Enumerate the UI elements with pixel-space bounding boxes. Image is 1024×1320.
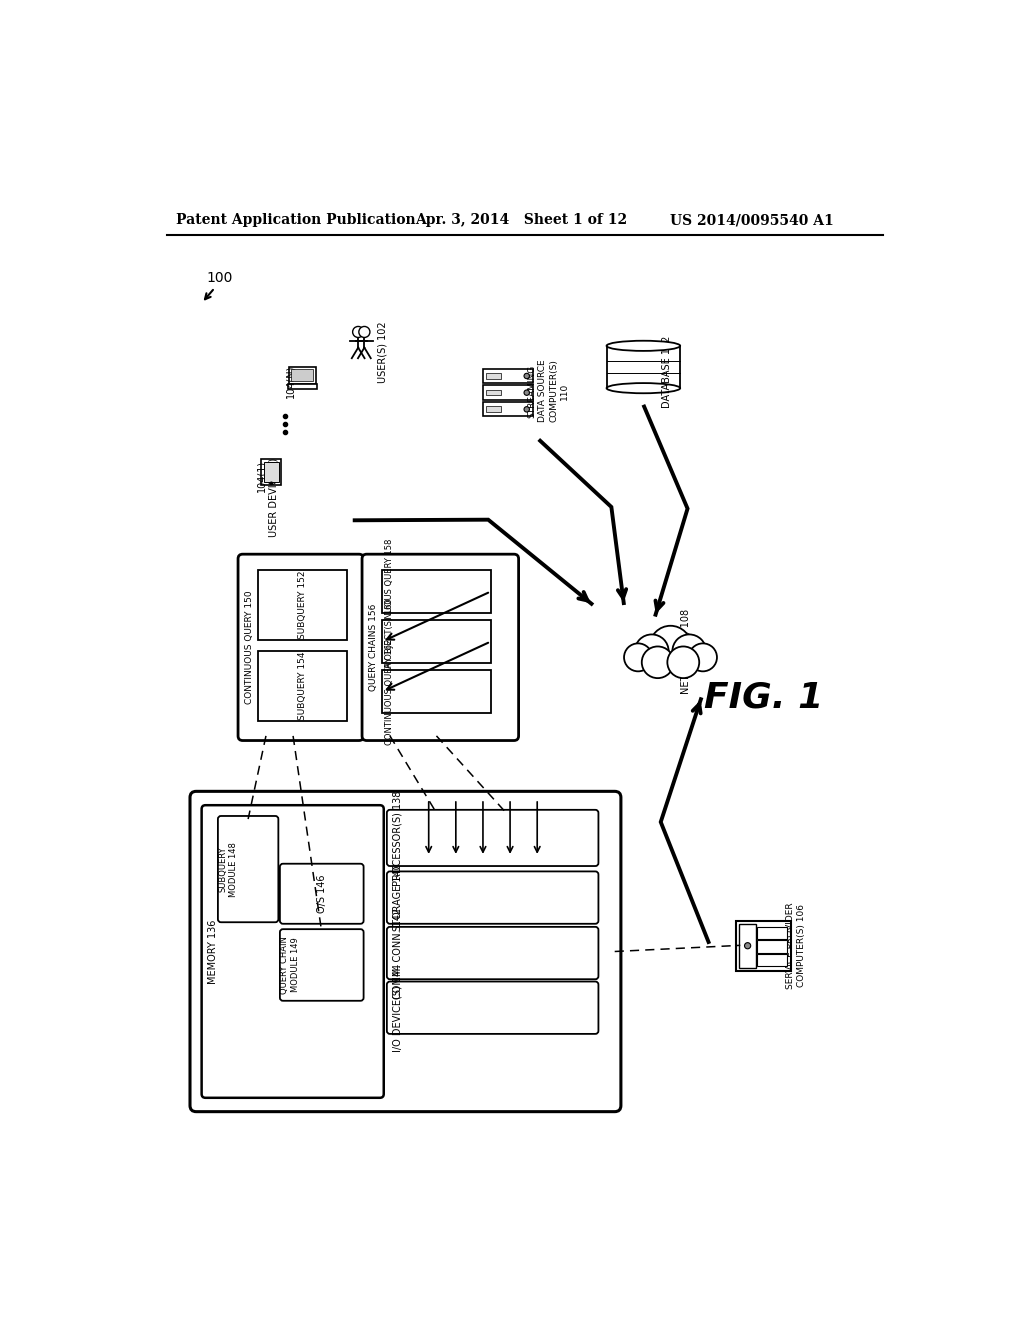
FancyBboxPatch shape bbox=[280, 929, 364, 1001]
Text: SERVICE PROVIDER
COMPUTER(S) 106: SERVICE PROVIDER COMPUTER(S) 106 bbox=[786, 902, 806, 989]
Circle shape bbox=[673, 635, 707, 668]
Text: PROCESSOR(S) 138: PROCESSOR(S) 138 bbox=[392, 791, 402, 886]
Text: QUERY CHAINS 156: QUERY CHAINS 156 bbox=[370, 603, 378, 692]
FancyBboxPatch shape bbox=[387, 810, 598, 866]
Circle shape bbox=[352, 326, 364, 338]
Bar bbox=[757, 954, 786, 966]
Bar bbox=[485, 407, 501, 412]
Text: Apr. 3, 2014   Sheet 1 of 12: Apr. 3, 2014 Sheet 1 of 12 bbox=[415, 213, 627, 227]
FancyBboxPatch shape bbox=[387, 871, 598, 924]
Text: 100: 100 bbox=[206, 271, 232, 285]
Circle shape bbox=[635, 635, 669, 668]
Bar bbox=[263, 462, 280, 482]
Text: QUERY CHAIN
MODULE 149: QUERY CHAIN MODULE 149 bbox=[281, 936, 300, 994]
Bar bbox=[739, 924, 756, 968]
Text: US 2014/0095540 A1: US 2014/0095540 A1 bbox=[671, 213, 835, 227]
Circle shape bbox=[624, 643, 652, 672]
Text: USER DEVICE(S): USER DEVICE(S) bbox=[268, 458, 279, 537]
Ellipse shape bbox=[606, 341, 680, 351]
FancyBboxPatch shape bbox=[202, 805, 384, 1098]
Bar bbox=[757, 927, 786, 939]
Text: COMM. CONN. 142: COMM. CONN. 142 bbox=[392, 907, 402, 999]
Circle shape bbox=[668, 647, 699, 678]
Circle shape bbox=[358, 326, 370, 338]
Circle shape bbox=[642, 647, 674, 678]
Bar bbox=[292, 370, 313, 381]
Bar bbox=[606, 346, 680, 388]
Bar bbox=[258, 570, 347, 640]
Bar bbox=[482, 368, 532, 383]
Text: SUBQUERY
MODULE 148: SUBQUERY MODULE 148 bbox=[218, 842, 238, 896]
Bar bbox=[382, 620, 490, 663]
Text: Patent Application Publication: Patent Application Publication bbox=[176, 213, 416, 227]
Bar bbox=[757, 940, 786, 953]
FancyBboxPatch shape bbox=[387, 927, 598, 979]
Bar bbox=[482, 403, 532, 416]
Circle shape bbox=[524, 407, 529, 412]
Text: O/S 146: O/S 146 bbox=[316, 875, 327, 913]
Bar bbox=[258, 651, 347, 721]
Ellipse shape bbox=[606, 383, 680, 393]
Circle shape bbox=[744, 942, 751, 949]
Text: FIG. 1: FIG. 1 bbox=[703, 680, 823, 714]
Text: I/O DEVICE(S) 144: I/O DEVICE(S) 144 bbox=[392, 964, 402, 1052]
Circle shape bbox=[689, 643, 717, 672]
FancyBboxPatch shape bbox=[280, 863, 364, 924]
Text: CONTINUOUS QUERY 162: CONTINUOUS QUERY 162 bbox=[385, 639, 394, 744]
Text: 104(N): 104(N) bbox=[286, 366, 296, 399]
Bar bbox=[382, 570, 490, 612]
Bar bbox=[289, 367, 315, 384]
Bar bbox=[736, 921, 791, 970]
Text: USER(S) 102: USER(S) 102 bbox=[377, 322, 387, 383]
Text: SUBQUERY 154: SUBQUERY 154 bbox=[298, 652, 307, 721]
Text: CONTINUOUS QUERY 150: CONTINUOUS QUERY 150 bbox=[245, 590, 254, 704]
Text: NETWORK(S) 108: NETWORK(S) 108 bbox=[681, 609, 691, 694]
FancyBboxPatch shape bbox=[190, 792, 621, 1111]
Bar bbox=[288, 384, 317, 389]
Text: 104(1): 104(1) bbox=[256, 459, 266, 492]
Bar bbox=[485, 389, 501, 396]
Text: SUBQUERY 152: SUBQUERY 152 bbox=[298, 570, 307, 639]
Circle shape bbox=[270, 482, 272, 484]
FancyBboxPatch shape bbox=[387, 982, 598, 1034]
Bar bbox=[482, 385, 532, 400]
Text: CONTINUOUS QUERY 158: CONTINUOUS QUERY 158 bbox=[385, 539, 394, 644]
Text: STREAMING
DATA SOURCE
COMPUTER(S)
110: STREAMING DATA SOURCE COMPUTER(S) 110 bbox=[527, 359, 569, 422]
FancyBboxPatch shape bbox=[218, 816, 279, 923]
Text: STORAGE 140: STORAGE 140 bbox=[392, 863, 402, 932]
Bar bbox=[261, 459, 282, 484]
FancyBboxPatch shape bbox=[362, 554, 518, 741]
Circle shape bbox=[524, 374, 529, 379]
Text: MEMORY 136: MEMORY 136 bbox=[208, 919, 218, 983]
Circle shape bbox=[650, 626, 691, 667]
Text: DATABASE 112: DATABASE 112 bbox=[662, 335, 672, 408]
Bar bbox=[485, 374, 501, 379]
Bar bbox=[382, 671, 490, 713]
Circle shape bbox=[524, 389, 529, 396]
FancyBboxPatch shape bbox=[238, 554, 364, 741]
Text: DATA OBJECT(S) 160: DATA OBJECT(S) 160 bbox=[385, 599, 394, 684]
